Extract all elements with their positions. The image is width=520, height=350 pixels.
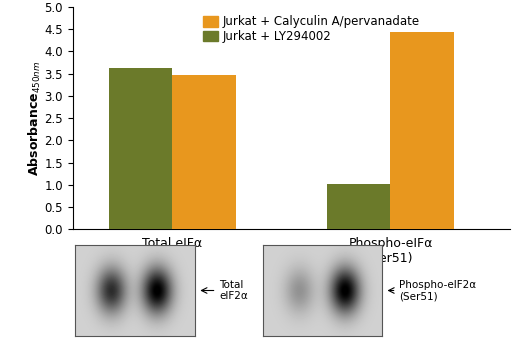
Text: Phospho-eIF2α
(Ser51): Phospho-eIF2α (Ser51) bbox=[399, 280, 476, 301]
Bar bbox=[391, 32, 454, 230]
Bar bbox=[327, 184, 391, 230]
Bar bbox=[172, 75, 236, 230]
Legend: Jurkat + Calyculin A/pervanadate, Jurkat + LY294002: Jurkat + Calyculin A/pervanadate, Jurkat… bbox=[201, 13, 422, 46]
Y-axis label: Absorbance$_{450nm}$: Absorbance$_{450nm}$ bbox=[27, 61, 43, 176]
Bar bbox=[109, 68, 172, 230]
Text: Total
eIF2α: Total eIF2α bbox=[219, 280, 248, 301]
